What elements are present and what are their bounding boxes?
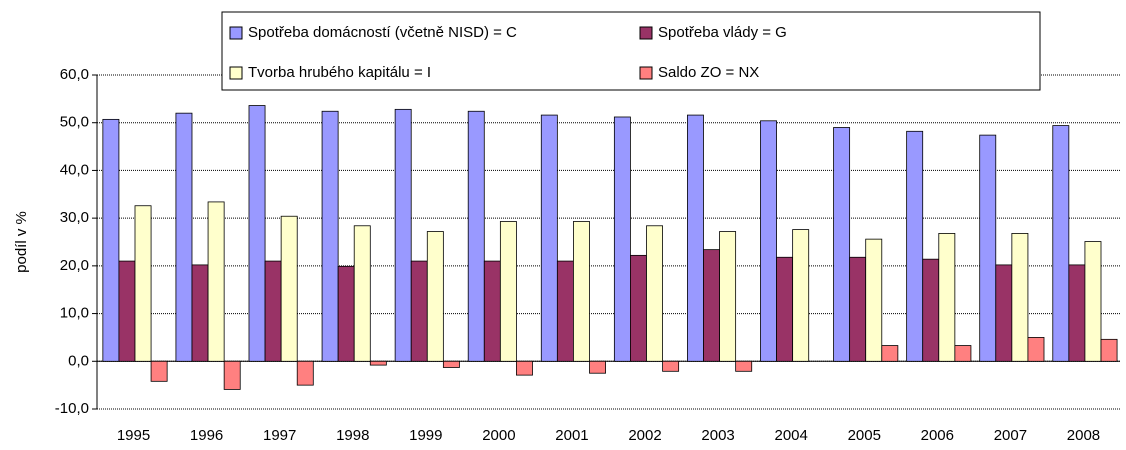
bar (719, 231, 737, 362)
bar (849, 256, 867, 362)
bar (735, 360, 753, 372)
x-tick-label: 2001 (555, 427, 588, 444)
legend-label: Spotřeba vlády = G (658, 24, 787, 41)
bar (394, 108, 412, 362)
bar (467, 110, 485, 362)
bar (280, 215, 298, 362)
legend-label: Spotřeba domácností (včetně NISD) = C (248, 24, 517, 41)
x-tick-label: 2005 (848, 427, 881, 444)
x-tick-label: 2002 (628, 427, 661, 444)
bar (516, 360, 533, 376)
bar (410, 260, 428, 362)
y-tick-label: 60,0 (60, 66, 89, 83)
bar (483, 260, 501, 362)
bar (150, 360, 168, 382)
bar (573, 221, 590, 362)
x-tick-label: 1999 (409, 427, 442, 444)
legend-box (221, 11, 1041, 91)
bar (687, 114, 704, 362)
bar (865, 238, 883, 362)
x-tick-label: 2004 (774, 427, 807, 444)
bar (442, 360, 460, 368)
bar (248, 105, 266, 362)
bar (760, 120, 777, 362)
bar (906, 130, 924, 362)
bar (134, 205, 152, 362)
bar (613, 116, 631, 362)
bar (337, 265, 355, 362)
legend-swatch (639, 66, 653, 80)
bar (792, 229, 810, 362)
bar (223, 360, 241, 390)
y-axis-label: podíl v % (13, 211, 30, 273)
legend-label: Saldo ZO = NX (658, 64, 759, 81)
bar (102, 118, 120, 362)
bar (1084, 241, 1102, 362)
bar (321, 110, 339, 362)
y-tick-label: 20,0 (60, 257, 89, 274)
bar (264, 260, 282, 362)
bar (191, 264, 209, 362)
y-tick-label: 30,0 (60, 209, 89, 226)
bar (426, 231, 444, 362)
bar (175, 112, 193, 362)
x-tick-label: 2007 (994, 427, 1027, 444)
x-tick-label: 1996 (190, 427, 223, 444)
y-tick-label: 10,0 (60, 305, 89, 322)
bar (979, 134, 997, 362)
bar (922, 258, 940, 362)
legend-label: Tvorba hrubého kapitálu = I (248, 64, 431, 81)
bar (1052, 125, 1070, 362)
x-tick-label: 1998 (336, 427, 369, 444)
legend-swatch (229, 26, 243, 40)
bar (630, 254, 647, 362)
x-tick-label: 1995 (117, 427, 150, 444)
x-tick-label: 2000 (482, 427, 515, 444)
x-tick-label: 2006 (921, 427, 954, 444)
bar (833, 127, 851, 362)
bar (296, 360, 314, 386)
bar (540, 114, 558, 362)
bar (954, 345, 972, 362)
bar (499, 221, 517, 362)
bar (662, 360, 680, 372)
x-tick-label: 2008 (1067, 427, 1100, 444)
bar (995, 264, 1013, 362)
bar (881, 345, 899, 362)
bar (589, 360, 606, 374)
legend-swatch (229, 66, 243, 80)
bar (646, 225, 663, 362)
y-tick-label: 40,0 (60, 161, 89, 178)
bar (1011, 233, 1029, 362)
bar (776, 256, 794, 362)
bar (1068, 264, 1086, 362)
bar (207, 201, 225, 362)
y-tick-label: -10,0 (55, 400, 89, 417)
bar (938, 233, 956, 362)
legend-swatch (639, 26, 653, 40)
x-tick-label: 2003 (701, 427, 734, 444)
bar (1100, 338, 1118, 362)
bar (556, 260, 574, 362)
bar (703, 249, 720, 362)
bar (353, 225, 371, 362)
y-tick-label: 0,0 (68, 352, 89, 369)
bar (369, 360, 387, 366)
y-tick-label: 50,0 (60, 114, 89, 131)
bar (118, 260, 136, 362)
x-tick-label: 1997 (263, 427, 296, 444)
bar (1027, 337, 1045, 362)
